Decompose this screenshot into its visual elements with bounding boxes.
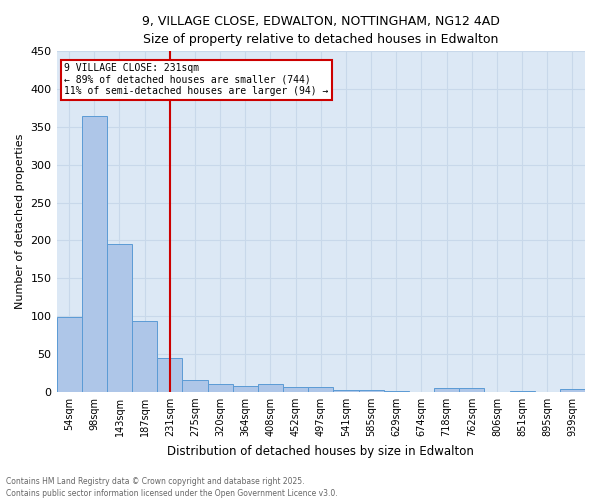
- Bar: [459, 388, 484, 392]
- Text: Contains HM Land Registry data © Crown copyright and database right 2025.
Contai: Contains HM Land Registry data © Crown c…: [6, 476, 338, 498]
- Bar: [509, 391, 535, 392]
- Y-axis label: Number of detached properties: Number of detached properties: [15, 134, 25, 310]
- Bar: [132, 320, 157, 392]
- Bar: [258, 384, 283, 392]
- Bar: [308, 388, 334, 392]
- Bar: [359, 390, 383, 392]
- Bar: [283, 388, 308, 392]
- Bar: [107, 244, 132, 392]
- Bar: [334, 390, 359, 392]
- Bar: [157, 358, 182, 392]
- Bar: [233, 386, 258, 392]
- Bar: [208, 384, 233, 392]
- Bar: [56, 317, 82, 392]
- Bar: [383, 391, 409, 392]
- Bar: [434, 388, 459, 392]
- Bar: [182, 380, 208, 392]
- Bar: [82, 116, 107, 392]
- X-axis label: Distribution of detached houses by size in Edwalton: Distribution of detached houses by size …: [167, 444, 474, 458]
- Text: 9 VILLAGE CLOSE: 231sqm
← 89% of detached houses are smaller (744)
11% of semi-d: 9 VILLAGE CLOSE: 231sqm ← 89% of detache…: [64, 63, 329, 96]
- Bar: [560, 389, 585, 392]
- Title: 9, VILLAGE CLOSE, EDWALTON, NOTTINGHAM, NG12 4AD
Size of property relative to de: 9, VILLAGE CLOSE, EDWALTON, NOTTINGHAM, …: [142, 15, 500, 46]
